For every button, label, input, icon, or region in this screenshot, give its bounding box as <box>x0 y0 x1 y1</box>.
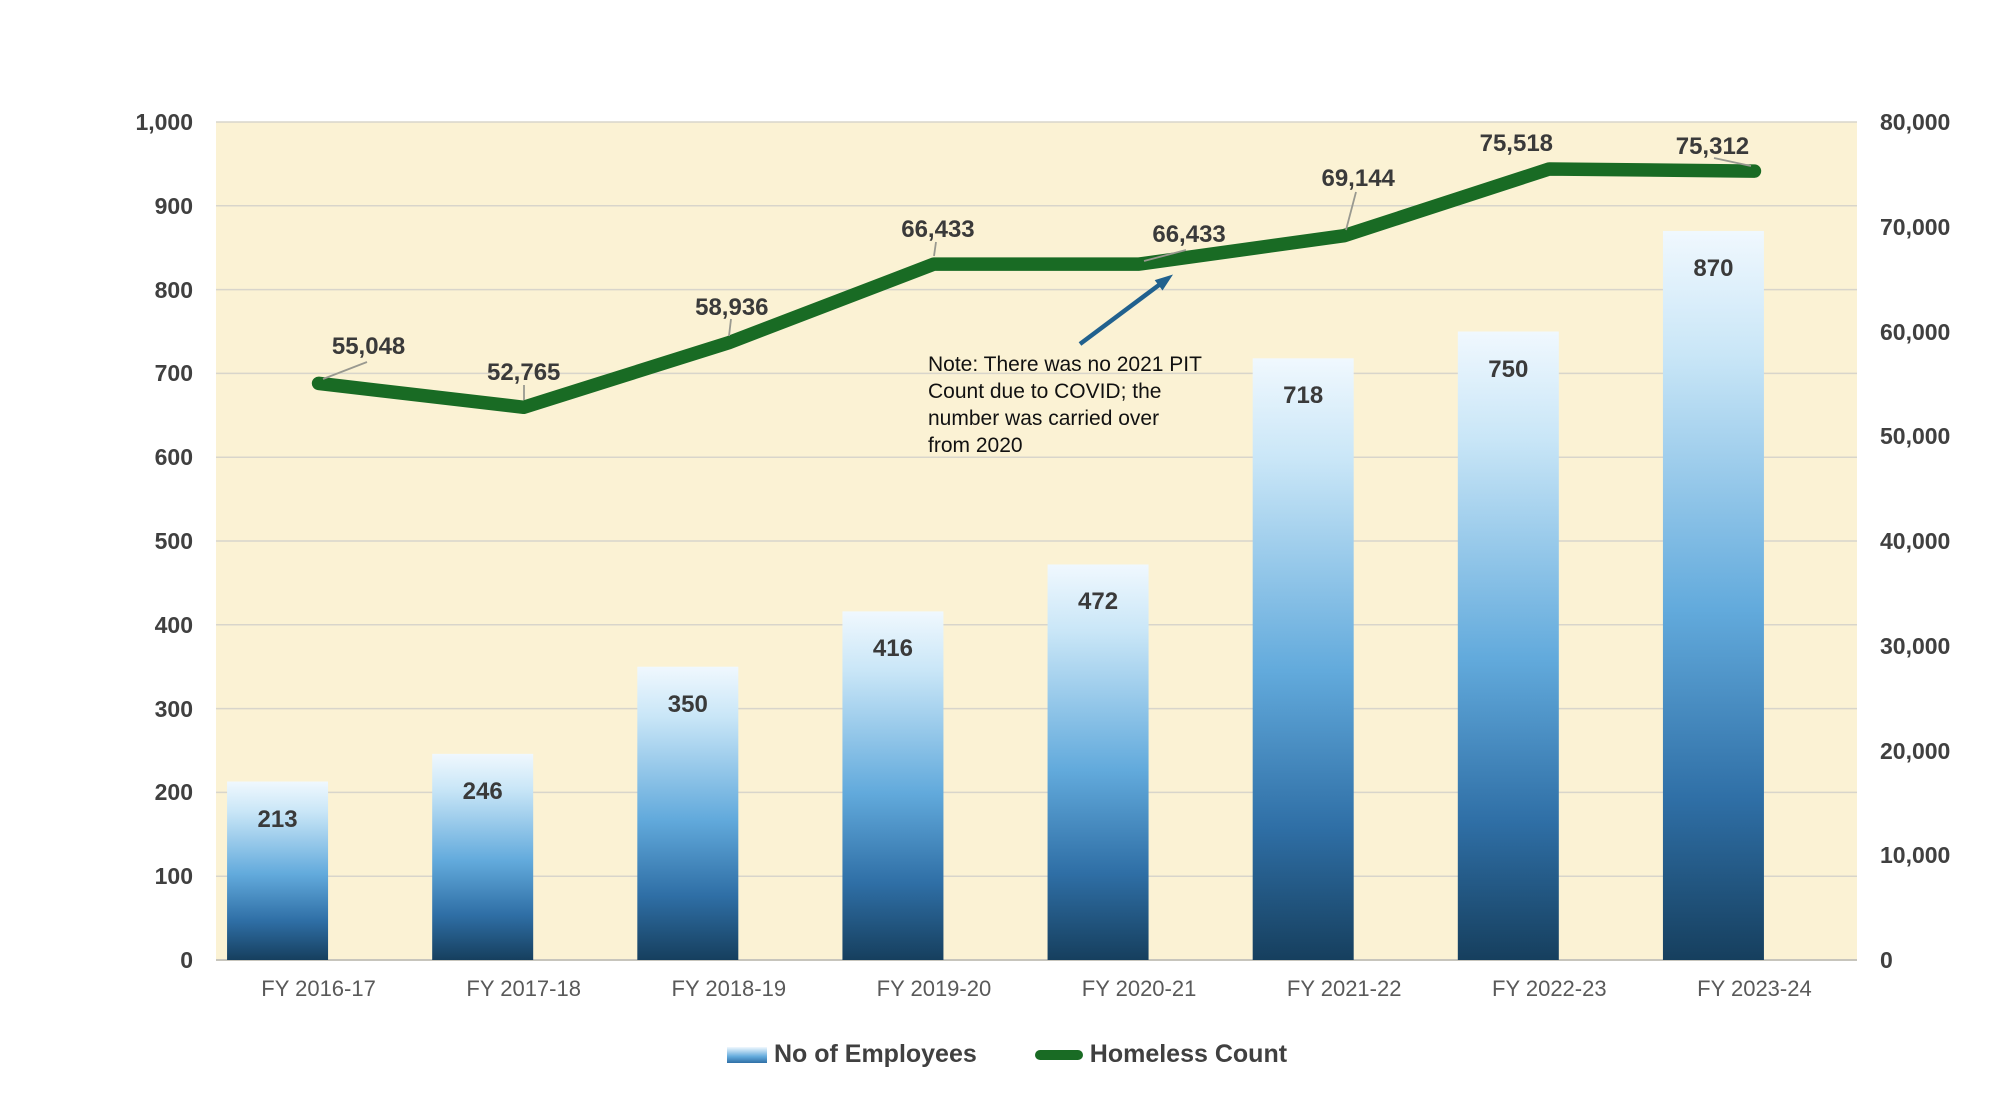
legend: No of Employees Homeless Count <box>0 1040 2014 1069</box>
left-axis-tick: 100 <box>154 863 193 890</box>
right-axis-tick: 40,000 <box>1880 528 1951 554</box>
bar-value-label: 472 <box>1078 588 1119 616</box>
legend-label-homeless: Homeless Count <box>1089 1040 1288 1068</box>
data-point-label: 55,048 <box>331 333 406 361</box>
note-arrow <box>1078 274 1173 346</box>
data-point-label: 66,433 <box>901 216 975 244</box>
employees-swatch-icon <box>726 1046 767 1063</box>
data-point-label: 75,518 <box>1479 129 1554 157</box>
bar-value-label: 718 <box>1283 382 1324 410</box>
legend-label-employees: No of Employees <box>773 1040 977 1068</box>
left-axis-tick: 1,000 <box>135 109 193 135</box>
legend-item-employees: No of Employees <box>726 1040 977 1069</box>
right-axis-tick: 30,000 <box>1880 632 1951 659</box>
left-axis-tick: 600 <box>154 444 193 471</box>
bar-value-label: 350 <box>667 690 708 718</box>
left-axis-tick: 700 <box>154 360 193 387</box>
employee-bar <box>1047 564 1149 960</box>
right-axis-tick: 20,000 <box>1880 737 1951 764</box>
left-axis-tick: 400 <box>154 611 193 638</box>
label-leader-lines <box>322 157 1752 400</box>
employee-bar <box>1662 230 1764 960</box>
employee-bar <box>432 753 534 960</box>
left-axis-tick: 900 <box>154 192 193 219</box>
x-axis-category-label: FY 2022-23 <box>1492 976 1607 1001</box>
data-point-label: 69,144 <box>1321 164 1395 192</box>
employee-bar <box>1457 331 1559 960</box>
employee-bar <box>842 611 944 960</box>
bar-value-label: 213 <box>257 805 298 833</box>
right-axis-tick: 70,000 <box>1880 213 1951 240</box>
x-axis-category-label: FY 2016-17 <box>261 976 376 1001</box>
bar-value-label: 416 <box>872 635 913 663</box>
right-axis-tick: 80,000 <box>1880 109 1951 135</box>
bar-value-label: 246 <box>462 777 503 805</box>
left-axis-tick: 800 <box>154 276 193 303</box>
left-axis-tick: 0 <box>180 947 193 973</box>
left-axis-tick: 500 <box>154 528 193 554</box>
left-axis-tick: 300 <box>154 695 193 722</box>
covid-note-line: from 2020 <box>928 434 1023 457</box>
data-point-label: 52,765 <box>486 359 561 387</box>
right-axis-tick: 10,000 <box>1880 842 1951 869</box>
legend-item-homeless: Homeless Count <box>1034 1040 1288 1069</box>
employee-bar <box>1252 358 1354 960</box>
covid-note-line: Count due to COVID; the <box>928 380 1162 403</box>
homeless-swatch-icon <box>1034 1049 1083 1060</box>
employee-bars <box>227 230 1764 960</box>
homeless-count-line <box>311 162 1762 415</box>
bar-value-label: 870 <box>1693 254 1734 282</box>
employee-bar <box>227 781 329 960</box>
x-axis-category-label: FY 2020-21 <box>1081 976 1197 1001</box>
x-axis-category-label: FY 2018-19 <box>671 976 787 1001</box>
left-axis-tick: 200 <box>154 779 193 806</box>
x-axis-category-label: FY 2023-24 <box>1697 976 1812 1001</box>
right-axis-tick: 0 <box>1880 947 1893 973</box>
bar-value-label: 750 <box>1488 355 1529 383</box>
covid-note: Note: There was no 2021 PIT Count due to … <box>928 351 1258 459</box>
employee-bar <box>637 666 739 960</box>
right-axis-tick: 50,000 <box>1880 423 1951 450</box>
x-axis-category-label: FY 2019-20 <box>876 976 992 1001</box>
x-axis-category-label: FY 2021-22 <box>1286 976 1402 1001</box>
x-axis-category-label: FY 2017-18 <box>466 976 581 1001</box>
covid-note-line: Note: There was no 2021 PIT <box>928 353 1202 376</box>
covid-note-line: number was carried over <box>928 407 1160 430</box>
data-point-label: 66,433 <box>1152 221 1226 249</box>
right-axis-tick: 60,000 <box>1880 318 1951 345</box>
data-point-label: 58,936 <box>695 293 769 321</box>
data-point-label: 75,312 <box>1675 133 1750 161</box>
